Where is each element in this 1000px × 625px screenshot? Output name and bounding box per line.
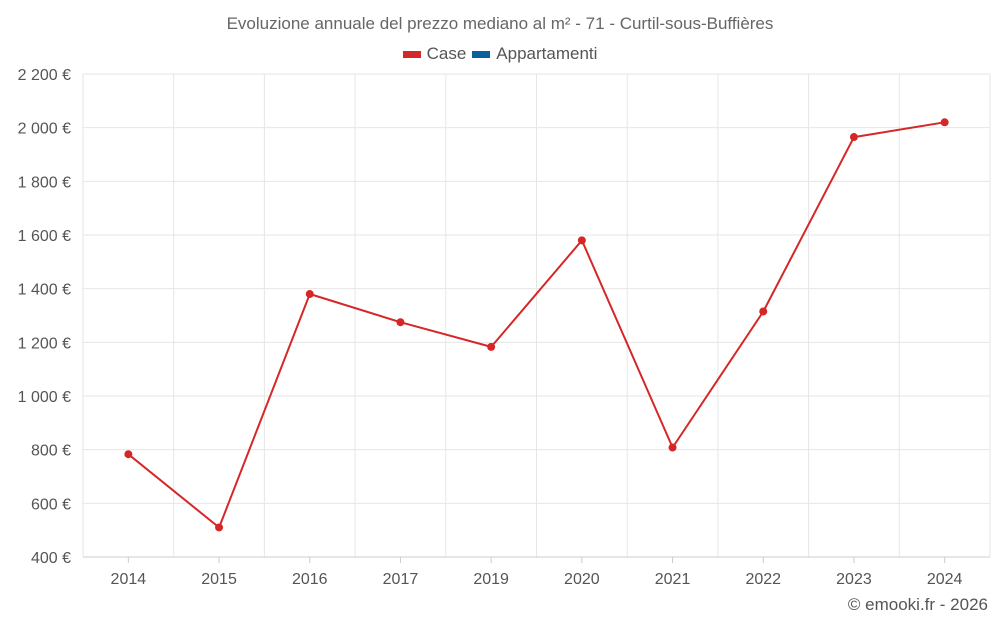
- legend-item-case[interactable]: Case: [402, 44, 467, 64]
- data-point-case-2021: [668, 443, 677, 452]
- x-tick-label: 2021: [655, 571, 691, 588]
- data-point-case-2014: [124, 450, 133, 459]
- legend: Case Appartamenti: [0, 44, 1000, 64]
- x-tick-label: 2023: [836, 571, 872, 588]
- x-tick-label: 2016: [292, 571, 328, 588]
- x-tick-label: 2014: [111, 571, 147, 588]
- x-tick-label: 2017: [383, 571, 419, 588]
- legend-swatch-case: [402, 50, 421, 58]
- y-tick-label: 1 200 €: [18, 335, 71, 352]
- credit-text: © emooki.fr - 2026: [847, 595, 988, 614]
- data-point-case-2019: [487, 342, 496, 351]
- data-point-case-2015: [215, 523, 224, 532]
- data-point-case-2023: [849, 133, 858, 142]
- y-tick-label: 800 €: [31, 443, 71, 460]
- y-tick-label: 2 200 €: [18, 67, 71, 84]
- x-tick-label: 2019: [473, 571, 509, 588]
- data-point-case-2024: [940, 118, 949, 127]
- y-tick-label: 1 000 €: [18, 389, 71, 406]
- data-point-case-2016: [305, 290, 314, 299]
- y-tick-label: 1 400 €: [18, 282, 71, 299]
- legend-label-appartamenti: Appartamenti: [496, 44, 598, 63]
- legend-swatch-appartamenti: [472, 50, 491, 58]
- x-tick-label: 2022: [745, 571, 781, 588]
- chart-title: Evoluzione annuale del prezzo mediano al…: [226, 14, 774, 33]
- y-tick-label: 2 000 €: [18, 121, 71, 138]
- legend-label-case: Case: [426, 44, 467, 63]
- data-point-case-2022: [759, 307, 768, 316]
- y-tick-label: 1 600 €: [18, 228, 71, 245]
- y-tick-label: 400 €: [31, 550, 71, 567]
- y-tick-label: 600 €: [31, 496, 71, 513]
- x-tick-label: 2020: [564, 571, 600, 588]
- y-tick-label: 1 800 €: [18, 174, 71, 191]
- data-point-case-2020: [577, 236, 586, 245]
- x-tick-label: 2015: [201, 571, 237, 588]
- legend-item-appartamenti[interactable]: Appartamenti: [472, 44, 597, 64]
- data-point-case-2017: [396, 318, 405, 327]
- series-line-case: [127, 121, 945, 529]
- x-tick-label: 2024: [927, 571, 963, 588]
